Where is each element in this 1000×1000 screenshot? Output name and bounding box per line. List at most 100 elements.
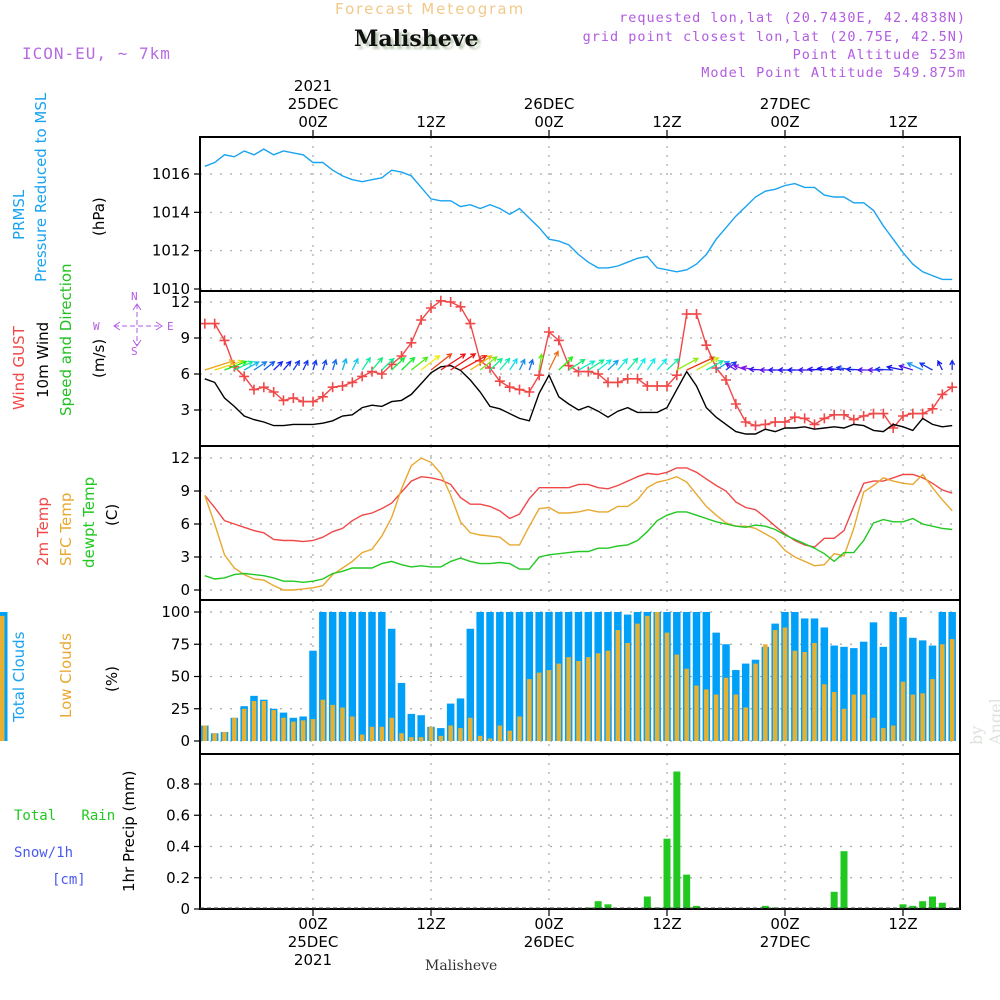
low-cloud-bar [782,627,788,741]
y-tick-label: 3 [180,401,190,419]
total-cloud-bar [358,612,366,741]
gust-marker [750,420,761,431]
credit-watermark: by Angel [967,698,1000,745]
wind-vector-arrow [518,358,526,371]
x-tick-label-top: 00Z [534,113,563,131]
low-cloud-bar [743,707,748,741]
low-cloud-bar [507,730,512,741]
low-cloud-bar [822,684,827,741]
x-tick-label-top: 2021 [294,77,332,95]
wind-vector-arrow [949,359,956,370]
low-cloud-bar [428,726,434,741]
gust-marker [308,396,318,407]
gust-marker [583,366,594,377]
low-cloud-bar [497,725,503,741]
y-tick-label: 1016 [152,165,190,183]
chart-title: Forecast Meteogram [335,0,526,18]
x-tick-label-top: 00Z [298,113,327,131]
y-tick-label: 25 [171,700,190,718]
low-cloud-bar [330,704,335,741]
low-cloud-bar [694,685,699,741]
y-tick-label: 50 [171,668,190,686]
compass-n: N [131,290,138,303]
gust-marker [760,419,771,430]
wind-vector-arrow [489,357,503,371]
low-cloud-bar [890,725,896,741]
x-tick-label-bottom: 12Z [416,915,445,933]
wind-vector-arrow [381,357,395,371]
wind-vector-arrow [450,353,477,371]
low-cloud-bar [202,725,208,741]
low-cloud-bar [713,694,719,741]
gust-marker [288,393,299,403]
low-cloud-bar [576,661,581,741]
wind-vector-arrow [371,356,384,371]
low-cloud-bar [566,657,571,741]
low-cloud-bar [605,650,611,741]
gust-marker [199,318,210,329]
total-cloud-bar [712,632,720,741]
low-cloud-bar [232,717,237,741]
y-tick-label: 12 [171,449,190,467]
wind-vector-arrow [499,357,511,371]
gust-marker [298,396,309,407]
low-cloud-bar [399,733,404,741]
wind-vector-arrow [558,356,574,371]
gust-marker [839,409,849,420]
wind-vector-arrow [253,361,268,371]
gust-marker [396,351,407,361]
wind-vector-arrow [627,357,639,371]
low-cloud-bar [841,708,847,741]
total-cloud-bar [456,698,465,741]
gust-marker [848,414,859,425]
panel-frame [199,136,961,292]
y-tick-label: 9 [180,329,190,347]
x-tick-label-bottom: 12Z [888,915,917,933]
gust-marker [612,377,623,388]
y-tick-label: 75 [171,635,190,653]
wind-vector-arrow [826,365,845,372]
panel-wind: 3 6 9 12 [171,291,961,447]
low-cloud-bar [792,650,798,741]
total-cloud-bar [466,628,475,741]
wind-vector-arrow [568,358,586,371]
wind-vector-arrow [204,359,236,371]
total-cloud-bar [407,713,416,741]
wind-vector-arrow [351,357,359,371]
low-cloud-bar [517,716,522,741]
low-cloud-bar [861,694,866,741]
precip-bar [673,771,681,909]
low-cloud-bar [310,719,316,741]
gust-marker [367,366,377,377]
series-sfc-temp [204,457,953,591]
gust-marker [239,371,250,382]
point-altitude: Point Altitude 523m [792,47,966,63]
low-cloud-bar [645,615,650,741]
y-tick-label: 1012 [152,242,190,260]
gust-marker [445,297,456,307]
total-cloud-bar [338,612,347,741]
precip-bar [840,851,848,909]
y-tick-label: 0 [180,581,190,599]
x-tick-label-bottom: 00Z [770,915,799,933]
wind-vector-arrow [666,357,680,371]
total-cloud-bar [378,612,386,741]
y-tick-label: 0.4 [166,838,190,856]
y-tick-label: 6 [180,365,190,383]
total-cloud-bar [909,637,917,741]
total-cloud-bar [348,612,357,741]
low-cloud-bar [409,737,414,741]
y-tick-label: 12 [171,293,190,311]
total-cloud-bar [309,650,317,741]
y-tick-label: 0.8 [166,775,190,793]
gust-marker [740,417,751,427]
low-cloud-bar [949,639,955,741]
wind-vector-arrow [460,355,488,371]
low-cloud-bar [340,707,345,741]
precip-bar [909,905,917,909]
gust-marker [691,309,702,319]
wind-vector-arrow [361,356,371,371]
low-cloud-bar [753,663,758,741]
x-tick-label-bottom: 27DEC [760,933,811,951]
wind-vector-arrow [548,350,559,371]
